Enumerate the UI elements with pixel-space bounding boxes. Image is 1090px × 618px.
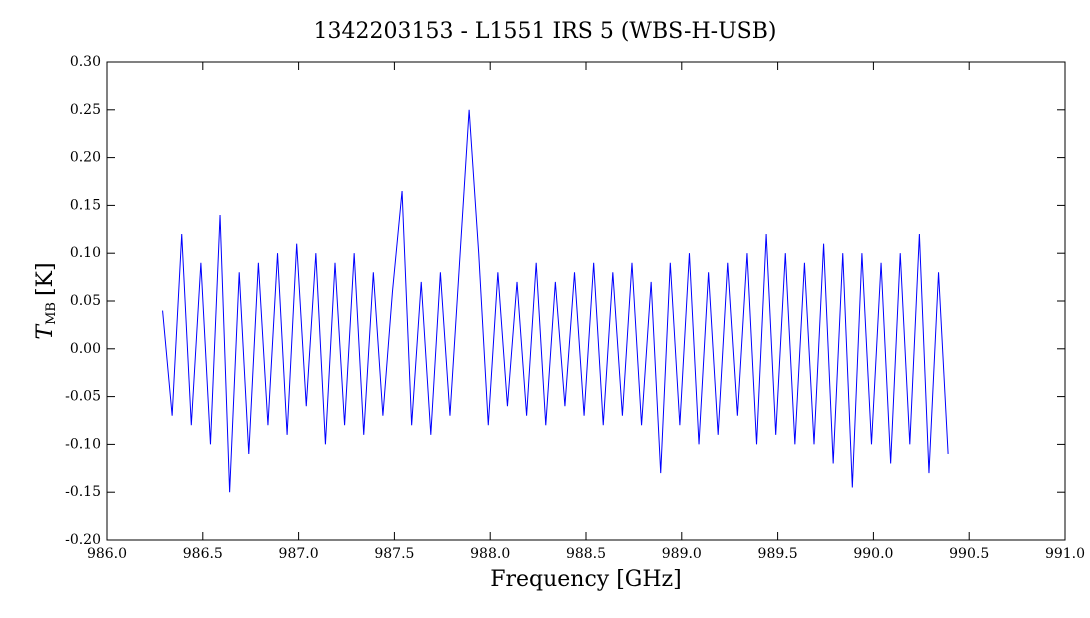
y-label-subscript: MB <box>44 302 59 325</box>
y-tick-label: -0.15 <box>65 484 101 500</box>
chart-title: 1342203153 - L1551 IRS 5 (WBS-H-USB) <box>314 19 777 44</box>
x-tick-label: 991.0 <box>1045 546 1085 562</box>
x-tick-label: 990.0 <box>853 546 893 562</box>
y-tick-label: 0.30 <box>70 54 101 70</box>
y-tick-label: 0.15 <box>70 197 101 213</box>
y-tick-label: 0.25 <box>70 102 101 118</box>
y-tick-label: -0.10 <box>65 436 101 452</box>
x-tick-label: 986.5 <box>183 546 223 562</box>
x-axis-label: Frequency [GHz] <box>490 567 682 592</box>
x-tick-label: 987.0 <box>279 546 319 562</box>
y-tick-label: -0.20 <box>65 532 101 548</box>
x-tick-label: 986.0 <box>87 546 127 562</box>
y-tick-label: 0.05 <box>70 293 101 309</box>
y-tick-label: 0.20 <box>70 150 101 166</box>
y-axis-label: TMB [K] <box>33 262 59 339</box>
x-tick-label: 988.0 <box>470 546 510 562</box>
spectrum-line <box>162 109 949 493</box>
y-label-unit: [K] <box>33 262 58 296</box>
x-tick-label: 989.5 <box>758 546 798 562</box>
y-tick-label: 0.00 <box>70 341 101 357</box>
plot-frame <box>106 61 1066 541</box>
y-tick-label: -0.05 <box>65 389 101 405</box>
x-tick-label: 988.5 <box>566 546 606 562</box>
y-label-symbol: T <box>33 323 58 340</box>
x-tick-label: 990.5 <box>949 546 989 562</box>
y-tick-label: 0.10 <box>70 245 101 261</box>
x-tick-label: 989.0 <box>662 546 702 562</box>
x-tick-label: 987.5 <box>374 546 414 562</box>
